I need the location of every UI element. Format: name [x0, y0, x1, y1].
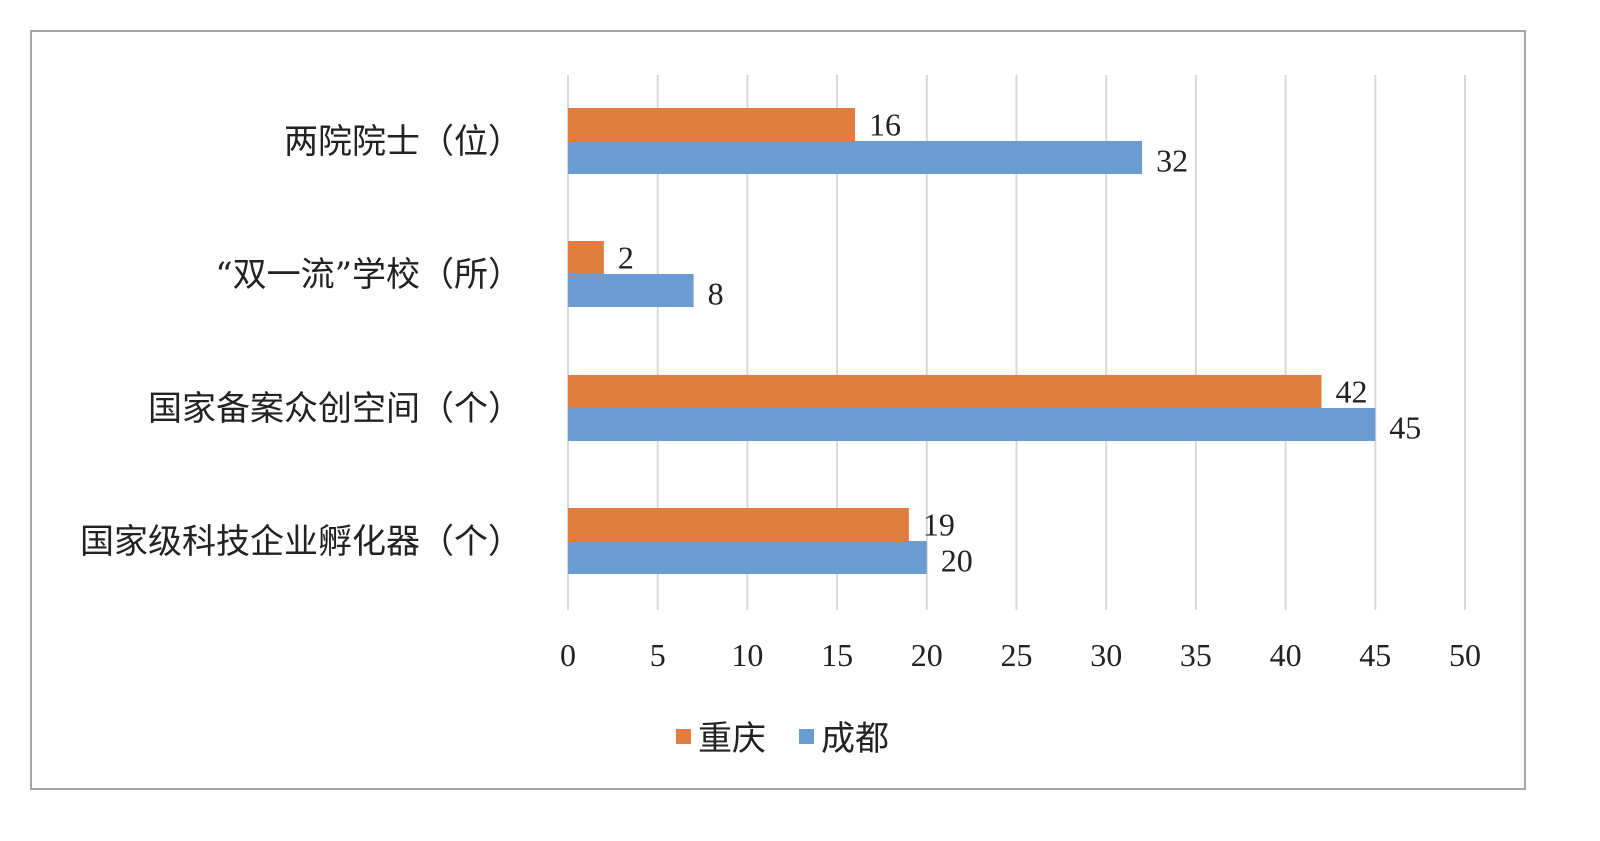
x-tick-label: 5: [650, 637, 666, 673]
bar-chongqing: [568, 508, 909, 541]
x-tick-label: 15: [821, 637, 853, 673]
x-tick-label: 25: [1001, 637, 1033, 673]
legend-label: 重庆: [698, 719, 766, 759]
legend: 重庆 成都: [676, 719, 889, 759]
data-label: 16: [869, 107, 901, 143]
label-layer: 0 5 10 15 20 25 30 35 40 45 50 两院院士（位） “双一流”学校（所） 国家备…: [80, 107, 1481, 674]
x-tick-label: 0: [560, 637, 576, 673]
x-tick-label: 40: [1270, 637, 1302, 673]
x-tick-label: 20: [911, 637, 943, 673]
bar-chengdu: [568, 274, 694, 307]
x-tick-label: 45: [1359, 637, 1391, 673]
x-tick-label: 50: [1449, 637, 1481, 673]
legend-swatch: [799, 729, 814, 744]
bar-chongqing: [568, 241, 604, 274]
bar-chengdu: [568, 141, 1143, 174]
data-label: 19: [923, 507, 955, 543]
bar-chengdu: [568, 541, 927, 574]
data-label: 8: [708, 276, 724, 312]
x-tick-label: 10: [731, 637, 763, 673]
data-label: 2: [618, 240, 634, 276]
category-label: 国家备案众创空间（个）: [148, 389, 522, 429]
x-tick-label: 30: [1090, 637, 1122, 673]
legend-label: 成都: [821, 719, 889, 759]
data-label: 42: [1335, 374, 1367, 410]
legend-swatch: [676, 729, 691, 744]
data-label: 32: [1156, 143, 1188, 179]
bar-chongqing: [568, 108, 856, 141]
category-label: 两院院士（位）: [284, 122, 522, 162]
category-label: 国家级科技企业孵化器（个）: [80, 522, 522, 562]
bar-chongqing: [568, 375, 1322, 408]
bar-layer: [568, 108, 1376, 574]
x-tick-label: 35: [1180, 637, 1212, 673]
bar-chengdu: [568, 408, 1376, 441]
category-label: “双一流”学校（所）: [215, 255, 522, 295]
data-label: 20: [941, 543, 973, 579]
data-label: 45: [1389, 410, 1421, 446]
